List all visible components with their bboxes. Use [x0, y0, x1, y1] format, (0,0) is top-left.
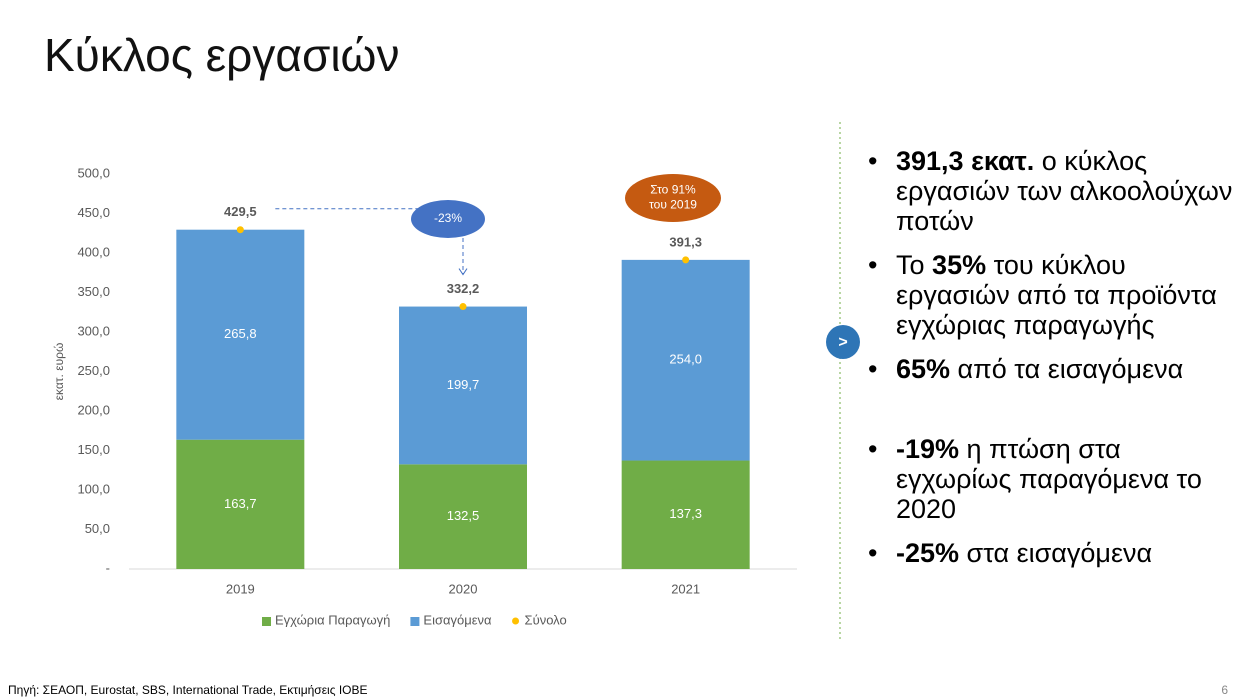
slide-title: Κύκλος εργασιών	[44, 29, 400, 81]
next-button[interactable]	[826, 325, 860, 359]
x-tick-label: 2021	[671, 581, 700, 596]
legend-marker	[512, 617, 520, 625]
bullet-text: στα εισαγόμενα	[959, 538, 1153, 568]
x-tick-label: 2019	[226, 581, 255, 596]
bar-segment	[176, 439, 305, 569]
bar-segment	[399, 306, 527, 465]
bullet-text: η πτώση στα εγχωρίως παραγόμενα το 2020	[896, 434, 1202, 524]
y-tick-label: 450,0	[77, 205, 110, 220]
y-axis-title: εκατ. ευρώ	[52, 343, 66, 401]
bullet: 65% από τα εισαγόμενα	[868, 354, 1234, 384]
legend-label: Σύνολο	[525, 612, 567, 627]
legend-marker	[262, 617, 271, 626]
y-tick-label: -	[106, 560, 110, 575]
legend-label: Εισαγόμενα	[423, 612, 492, 627]
segment-label: 265,8	[224, 326, 257, 341]
bullet-text: ο κύκλος εργασιών των αλκοολούχων ποτών	[896, 146, 1233, 236]
y-tick-label: 250,0	[77, 363, 110, 378]
bullet: 391,3 εκατ. ο κύκλος εργασιών των αλκοολ…	[868, 146, 1234, 236]
annotation-bubble	[411, 200, 485, 238]
total-dot	[682, 256, 690, 264]
arrow-head	[458, 268, 468, 276]
total-label: 429,5	[224, 204, 257, 219]
total-label: 332,2	[447, 281, 480, 296]
legend-label: Εγχώρια Παραγωγή	[275, 612, 390, 627]
segment-label: 254,0	[669, 352, 702, 367]
bullet-highlight: 35%	[932, 250, 987, 280]
total-label: 391,3	[669, 234, 702, 249]
connector-arrow	[275, 208, 464, 275]
bullet-text: του κύκλου εργασιών από τα προϊόντα εγχώ…	[896, 250, 1217, 340]
bullet-text: από τα εισαγόμενα	[950, 354, 1184, 384]
y-tick-label: 200,0	[77, 402, 110, 417]
source: Πηγή: ΣΕΑΟΠ, Eurostat, SBS, Internationa…	[8, 683, 368, 697]
x-tick-label: 2020	[449, 581, 478, 596]
bullet-highlight: -25%	[896, 538, 960, 568]
y-tick-label: 400,0	[77, 244, 110, 259]
annotation-text: του 2019	[649, 198, 697, 212]
y-tick-label: 350,0	[77, 284, 110, 299]
bullet-highlight: -19%	[896, 434, 960, 464]
legend-marker	[410, 617, 420, 626]
segment-label: 137,3	[669, 506, 702, 521]
segment-label: 163,7	[224, 496, 257, 511]
annotation-text: Στο 91%	[650, 183, 696, 197]
bullet-list: 391,3 εκατ. ο κύκλος εργασιών των αλκοολ…	[868, 146, 1234, 582]
y-tick-label: 150,0	[77, 442, 110, 457]
bar-segment	[399, 464, 527, 569]
y-tick-label: 300,0	[77, 323, 110, 338]
page-number: 6	[1221, 683, 1228, 697]
annotation-text: -23%	[434, 211, 462, 225]
bar-segment	[621, 259, 750, 461]
y-tick-label: 100,0	[77, 481, 110, 496]
bar-segment	[176, 229, 305, 440]
bullet-highlight: 65%	[896, 354, 951, 384]
bullet-text: Το	[896, 250, 933, 280]
bullet: Το 35% του κύκλου εργασιών από τα προϊόν…	[868, 250, 1234, 340]
bar-segment	[621, 460, 750, 569]
bullet: -19% η πτώση στα εγχωρίως παραγόμενα το …	[868, 434, 1234, 524]
annotation-bubble	[625, 174, 721, 222]
y-tick-label: 50,0	[85, 521, 110, 536]
segment-label: 132,5	[447, 508, 480, 523]
bullet: -25% στα εισαγόμενα	[868, 538, 1234, 568]
total-dot	[236, 226, 244, 234]
bullet-highlight: 391,3 εκατ.	[896, 146, 1035, 176]
next-button-label[interactable]: >	[838, 334, 847, 351]
segment-label: 199,7	[447, 377, 480, 392]
y-tick-label: 500,0	[77, 165, 110, 180]
total-dot	[459, 303, 467, 311]
